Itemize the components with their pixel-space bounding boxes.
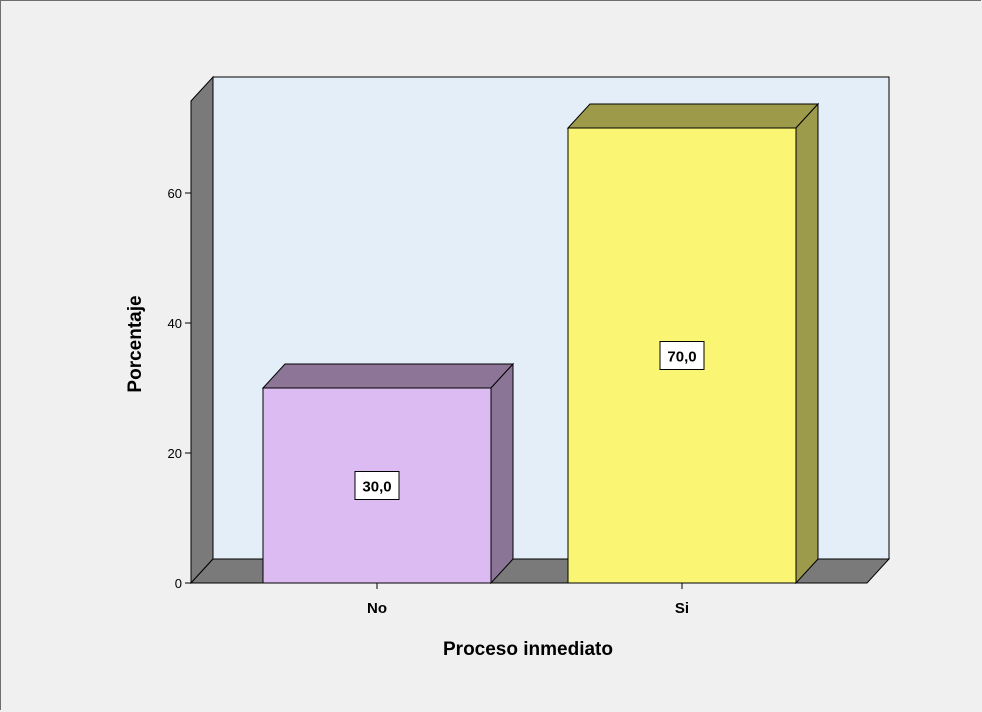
x-tick-label: Si (675, 600, 689, 617)
y-tick-label: 60 (168, 186, 182, 201)
bar-side (795, 102, 819, 585)
data-label: 70,0 (667, 349, 696, 366)
y-tick-label: 20 (168, 446, 182, 461)
bar-top (261, 363, 515, 389)
y-tick-label: 40 (168, 316, 182, 331)
bar-side (490, 362, 514, 585)
x-axis-title: Proceso inmediato (443, 639, 613, 660)
bar-top (566, 103, 820, 129)
data-label: 30,0 (362, 479, 391, 496)
y-tick-label: 0 (175, 576, 182, 591)
y-axis-title: Porcentaje (125, 295, 146, 392)
x-tick-label: No (367, 600, 387, 617)
data-label-box (659, 341, 705, 370)
data-label-box (354, 471, 400, 500)
plot-side-wall (190, 75, 214, 585)
